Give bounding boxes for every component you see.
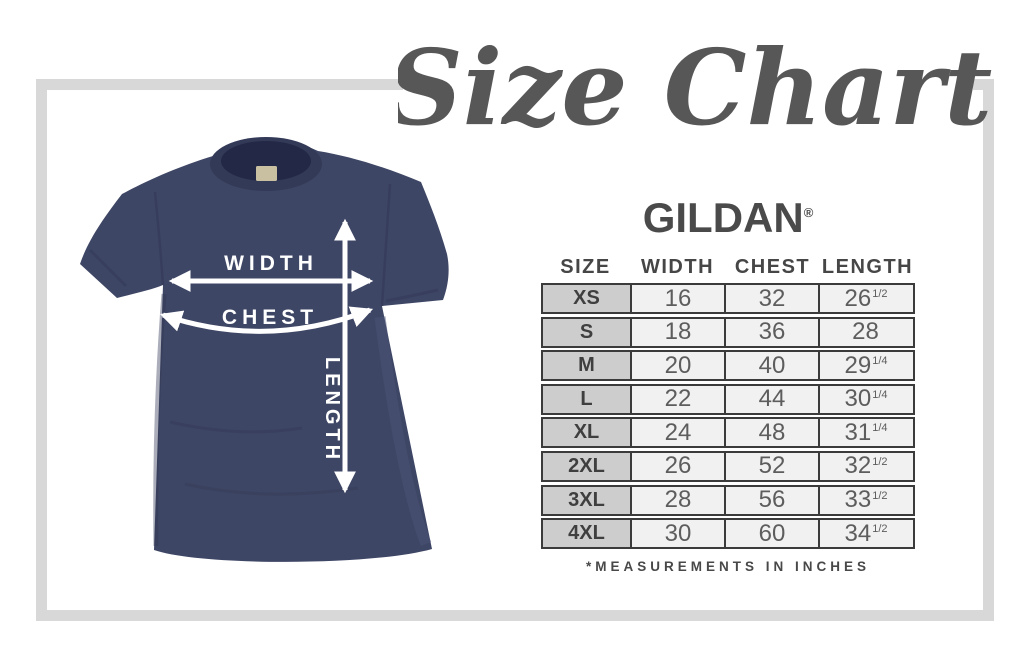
width-cell: 30 xyxy=(630,520,724,548)
width-cell: 26 xyxy=(630,452,724,480)
width-cell: 22 xyxy=(630,385,724,413)
size-cell: 4XL xyxy=(543,520,630,548)
table-row: 2XL 26 52 32 1/2 xyxy=(541,450,915,482)
table-row: M 20 40 29 1/4 xyxy=(541,350,915,382)
table-row: S 18 36 28 xyxy=(541,316,915,348)
chest-cell: 60 xyxy=(724,520,818,548)
length-whole: 31 xyxy=(844,418,872,446)
length-cell: 29 1/4 xyxy=(818,351,912,380)
chest-label: CHEST xyxy=(222,306,318,329)
width-label: WIDTH xyxy=(224,252,318,275)
size-cell: XS xyxy=(543,285,630,312)
width-cell: 28 xyxy=(630,486,724,514)
size-cell: XL xyxy=(543,419,630,447)
header-size: SIZE xyxy=(560,256,611,278)
length-cell: 26 1/2 xyxy=(818,285,912,312)
chest-cell: 40 xyxy=(724,352,818,380)
length-whole: 28 xyxy=(852,318,879,346)
tshirt-graphic: WIDTH CHEST LENGTH xyxy=(80,137,449,562)
size-cell: 2XL xyxy=(543,452,630,480)
width-cell: 18 xyxy=(630,318,724,346)
length-cell: 31 1/4 xyxy=(818,418,912,447)
chest-cell: 56 xyxy=(724,486,818,514)
width-cell: 16 xyxy=(630,285,724,312)
tshirt-diagram: WIDTH CHEST LENGTH xyxy=(60,122,460,570)
length-cell: 30 1/4 xyxy=(818,385,912,413)
table-row: XS 16 32 26 1/2 xyxy=(541,283,915,314)
length-whole: 33 xyxy=(844,486,872,514)
chest-cell: 32 xyxy=(724,285,818,312)
brand-name: GILDAN xyxy=(642,194,804,241)
length-whole: 26 xyxy=(844,284,872,312)
length-cell: 32 1/2 xyxy=(818,452,912,480)
length-cell: 28 xyxy=(818,318,912,346)
svg-text:Size Chart: Size Chart xyxy=(398,26,992,149)
table-row: L 22 44 30 1/4 xyxy=(541,383,915,415)
neck-tag xyxy=(256,166,277,181)
width-cell: 20 xyxy=(630,352,724,380)
chest-cell: 36 xyxy=(724,318,818,346)
chest-cell: 52 xyxy=(724,452,818,480)
size-cell: S xyxy=(543,318,630,346)
length-cell: 34 1/2 xyxy=(818,519,912,548)
header-length: LENGTH xyxy=(821,256,914,278)
length-whole: 29 xyxy=(844,351,872,379)
table-row: 4XL 30 60 34 1/2 xyxy=(541,518,915,550)
table-header-row: SIZE WIDTH CHEST LENGTH xyxy=(541,256,915,279)
tshirt-shape xyxy=(80,137,449,562)
page-title: Size Chart xyxy=(388,0,998,179)
size-cell: L xyxy=(543,385,630,413)
table-row: 3XL 28 56 33 1/2 xyxy=(541,484,915,516)
title-script-text: Size Chart xyxy=(388,26,993,149)
table-row: XL 24 48 31 1/4 xyxy=(541,417,915,449)
size-cell: 3XL xyxy=(543,486,630,514)
measurements-footnote: *MEASUREMENTS IN INCHES xyxy=(585,559,871,574)
header-chest: CHEST xyxy=(734,256,811,278)
chest-cell: 48 xyxy=(724,419,818,447)
length-label: LENGTH xyxy=(321,357,343,463)
chest-cell: 44 xyxy=(724,385,818,413)
size-table: XS 16 32 26 1/2 S 18 36 28 M 20 40 29 1/4 … xyxy=(541,283,915,552)
registered-mark: ® xyxy=(803,205,814,220)
frame-title-cutout xyxy=(403,72,973,97)
length-whole: 32 xyxy=(844,452,872,480)
size-cell: M xyxy=(543,352,630,380)
length-whole: 34 xyxy=(844,519,872,547)
width-cell: 24 xyxy=(630,419,724,447)
header-width: WIDTH xyxy=(640,256,715,278)
length-whole: 30 xyxy=(844,385,872,413)
brand-logo: GILDAN® xyxy=(541,194,915,242)
length-cell: 33 1/2 xyxy=(818,486,912,514)
